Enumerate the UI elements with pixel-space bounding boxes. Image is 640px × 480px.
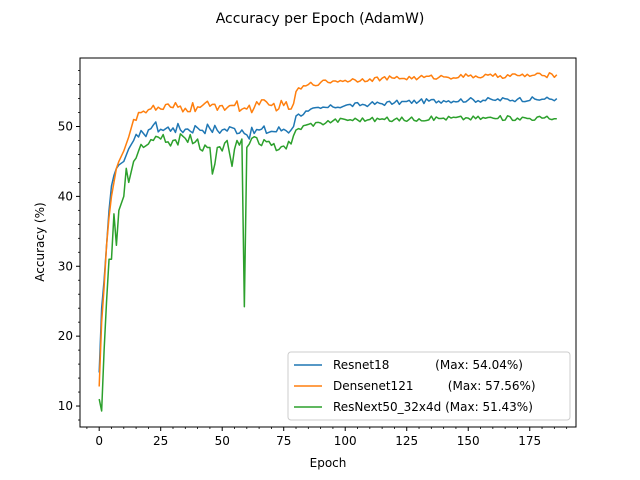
x-tick-label: 25 — [153, 434, 168, 448]
x-tick-label: 50 — [215, 434, 230, 448]
y-tick-label: 30 — [58, 259, 73, 273]
series-line-resnet18 — [98, 96, 558, 373]
y-tick-label: 50 — [58, 119, 73, 133]
x-tick-label: 75 — [276, 434, 291, 448]
legend: Resnet18 (Max: 54.04%) Densenet121 (Max: … — [287, 351, 571, 421]
axes-frame — [79, 57, 577, 428]
legend-label: Densenet121 (Max: 57.56%) — [333, 379, 536, 393]
y-axis: 10 20 30 40 50 — [58, 70, 80, 421]
legend-box — [287, 351, 571, 421]
x-tick-label: 125 — [395, 434, 418, 448]
legend-label: Resnet18 (Max: 54.04%) — [333, 358, 523, 372]
y-axis-label: Accuracy (%) — [33, 202, 47, 281]
x-axis: 0 25 50 75 100 125 150 175 — [86, 427, 568, 448]
series-line-resnext50_32x4d — [98, 114, 557, 412]
y-tick-label: 20 — [58, 329, 73, 343]
legend-label: ResNext50_32x4d (Max: 51.43%) — [333, 400, 533, 414]
x-tick-label: 175 — [518, 434, 541, 448]
chart-title: Accuracy per Epoch (AdamW) — [216, 11, 425, 27]
plot-area — [98, 72, 558, 412]
x-axis-label: Epoch — [310, 456, 347, 470]
x-tick-label: 0 — [95, 434, 103, 448]
x-tick-label: 100 — [334, 434, 357, 448]
y-tick-label: 40 — [58, 189, 73, 203]
y-tick-label: 10 — [58, 399, 73, 413]
x-tick-label: 150 — [457, 434, 480, 448]
series-line-densenet121 — [98, 72, 558, 387]
